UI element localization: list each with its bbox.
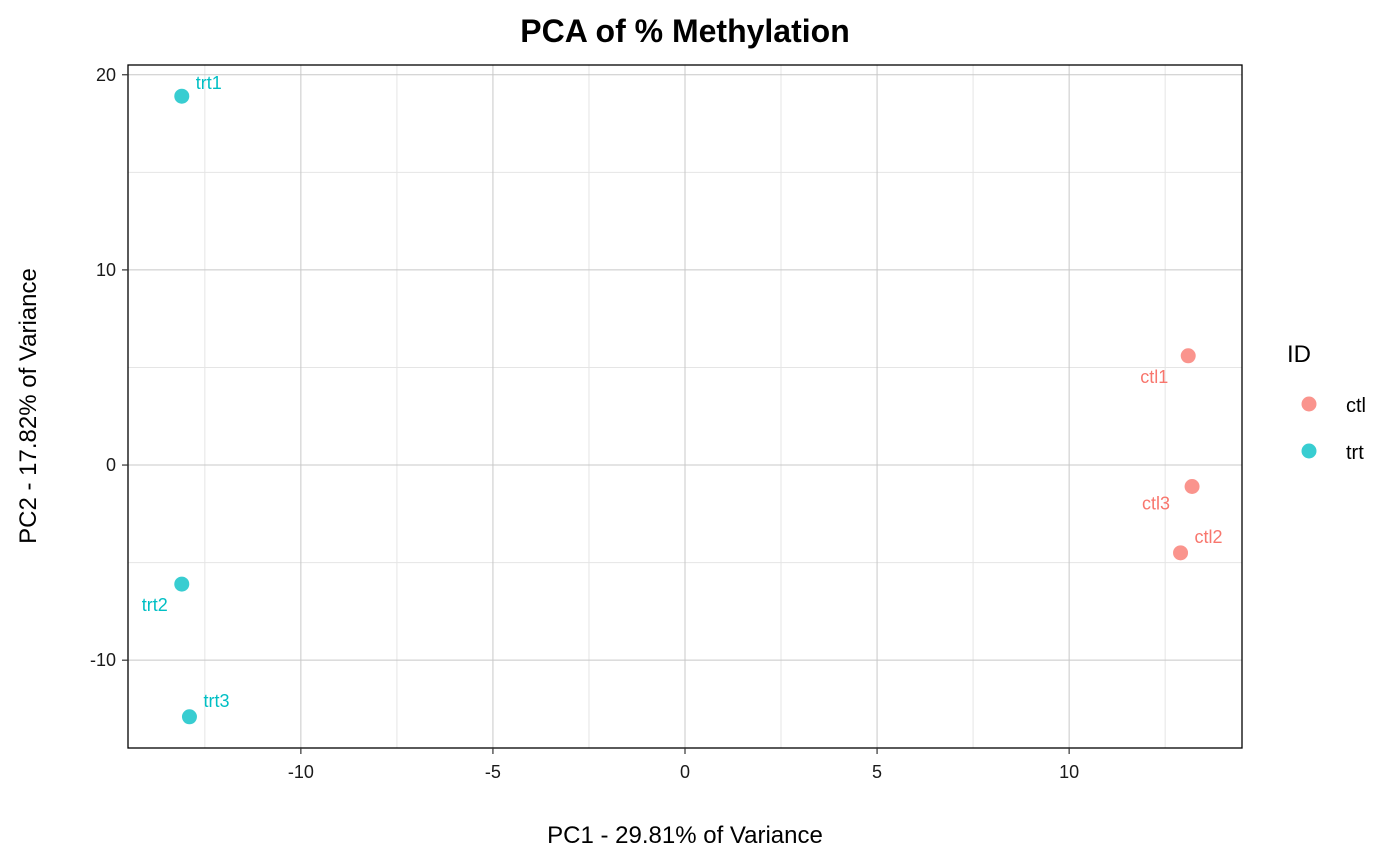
legend-label-trt: trt (1346, 442, 1364, 464)
legend: ID ctl trt (1287, 341, 1366, 464)
x-tick-label: 5 (872, 762, 882, 782)
axis-ticks: -10 -5 0 5 10 -10 0 10 20 (90, 65, 1079, 782)
data-point-ctl1 (1180, 348, 1196, 364)
data-point-trt3 (181, 709, 197, 725)
point-label-trt2: trt2 (142, 595, 168, 615)
y-tick-label: -10 (90, 650, 116, 670)
x-tick-label: 10 (1059, 762, 1079, 782)
grid-lines (128, 65, 1242, 748)
y-axis-title: PC2 - 17.82% of Variance (15, 268, 42, 544)
legend-title: ID (1287, 341, 1311, 368)
data-point-trt2 (174, 576, 190, 592)
point-labels: ctl1 ctl2 ctl3 trt1 trt2 trt3 (142, 73, 1223, 711)
point-label-ctl2: ctl2 (1195, 527, 1223, 547)
data-point-ctl3 (1184, 479, 1200, 495)
data-points (174, 88, 1200, 725)
y-tick-label: 20 (96, 65, 116, 85)
x-tick-label: -10 (288, 762, 314, 782)
point-label-ctl1: ctl1 (1140, 367, 1168, 387)
legend-label-ctl: ctl (1346, 395, 1366, 417)
point-label-trt3: trt3 (203, 691, 229, 711)
point-label-ctl3: ctl3 (1142, 494, 1170, 514)
chart-title: PCA of % Methylation (520, 13, 849, 49)
legend-key-ctl (1301, 396, 1317, 412)
point-label-trt1: trt1 (196, 73, 222, 93)
x-axis-title: PC1 - 29.81% of Variance (547, 822, 823, 849)
data-point-trt1 (174, 88, 190, 104)
legend-key-trt (1301, 443, 1317, 459)
x-tick-label: -5 (485, 762, 501, 782)
y-tick-label: 0 (106, 455, 116, 475)
x-tick-label: 0 (680, 762, 690, 782)
y-tick-label: 10 (96, 260, 116, 280)
data-point-ctl2 (1173, 545, 1189, 561)
